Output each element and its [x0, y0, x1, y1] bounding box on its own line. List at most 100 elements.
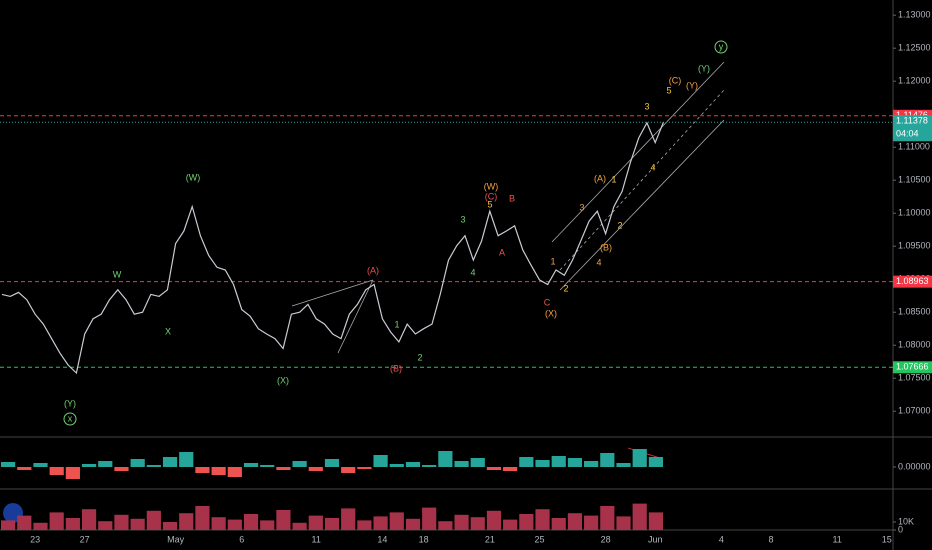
- trend-line: [337, 279, 374, 354]
- trend-line: [291, 279, 374, 307]
- y-tick-label: 1.08000: [898, 340, 931, 350]
- x-tick-label: 27: [80, 534, 90, 544]
- x-tick-label: 18: [419, 534, 429, 544]
- wave-label: 4: [596, 257, 601, 267]
- wave-label: 1: [611, 174, 616, 184]
- bar: [616, 463, 631, 467]
- y-tick-label: 1.11000: [898, 142, 930, 152]
- bar: [389, 464, 404, 467]
- bar: [114, 467, 129, 471]
- x-tick-label: 15: [882, 534, 892, 544]
- bar: [243, 514, 259, 530]
- wave-label: (B): [600, 242, 612, 252]
- wave-label: W: [113, 269, 122, 279]
- bar: [422, 507, 437, 530]
- bar: [211, 517, 226, 530]
- bar: [632, 449, 647, 467]
- bar: [470, 458, 485, 467]
- wave-label: (C): [669, 75, 682, 85]
- bar: [648, 512, 663, 530]
- bar: [308, 515, 323, 530]
- bar: [98, 521, 113, 530]
- wave-label: (X): [545, 308, 557, 318]
- wave-label: 2: [563, 283, 568, 293]
- y-tick-label: 1.07500: [898, 373, 931, 383]
- bar: [373, 455, 388, 467]
- wave-label: 5: [487, 199, 492, 209]
- x-tick-label: 21: [485, 534, 495, 544]
- bar: [65, 467, 80, 479]
- bar: [438, 521, 453, 530]
- bar: [49, 467, 64, 475]
- x-tick-label: 25: [534, 534, 544, 544]
- x-tick-label: 11: [312, 534, 321, 544]
- wave-label: A: [499, 247, 505, 257]
- bar: [260, 520, 275, 530]
- x-tick-label: 23: [30, 534, 40, 544]
- wave-label: y: [719, 41, 724, 51]
- wave-label: (B): [390, 363, 402, 373]
- wave-label: X: [165, 326, 171, 336]
- y-tick-label: 1.13000: [898, 10, 931, 20]
- x-tick-label: Jun: [648, 534, 663, 544]
- wave-label: (Y): [686, 80, 698, 90]
- wave-circle: [714, 40, 728, 54]
- bar: [81, 509, 97, 530]
- y-tick-label: 1.07000: [898, 406, 931, 416]
- x-tick-label: 6: [239, 534, 244, 544]
- wave-label: (A): [367, 265, 379, 275]
- bar: [535, 460, 550, 467]
- y-tick-label: 1.12500: [898, 43, 931, 53]
- wave-label: (A): [594, 173, 606, 183]
- bar: [454, 514, 469, 530]
- bar: [260, 465, 275, 467]
- last-price-tag: [893, 115, 932, 142]
- price-tag-label: 1.07666: [896, 362, 929, 372]
- bar: [632, 503, 647, 530]
- bar: [292, 461, 307, 467]
- bar: [373, 516, 388, 530]
- wave-label: (W): [186, 172, 201, 182]
- bar: [276, 467, 291, 470]
- bar: [389, 512, 404, 530]
- bar: [98, 461, 113, 467]
- bar: [341, 508, 356, 530]
- price-tag-label: 1.08963: [896, 276, 929, 286]
- bar: [195, 506, 210, 530]
- wave-label: 2: [617, 220, 622, 230]
- wave-label: (C): [485, 191, 498, 201]
- bar: [470, 517, 485, 530]
- bar: [567, 458, 583, 467]
- channel-line: [551, 61, 725, 243]
- price-line: [1, 121, 665, 375]
- bar: [438, 451, 453, 467]
- bar: [195, 467, 210, 473]
- bar: [49, 512, 64, 530]
- x-tick-label: 14: [377, 534, 387, 544]
- bar: [17, 467, 32, 470]
- bar: [324, 459, 340, 467]
- bar: [114, 514, 129, 530]
- wave-label: 1: [550, 256, 555, 266]
- wave-label: 3: [460, 214, 465, 224]
- bar: [1, 520, 16, 530]
- bar: [405, 462, 421, 467]
- wave-label: 5: [666, 85, 671, 95]
- bar: [211, 467, 226, 475]
- bar: [486, 467, 502, 470]
- y-tick-label: 10K: [898, 516, 914, 526]
- countdown-label: 04:04: [896, 129, 919, 139]
- bar: [243, 463, 259, 467]
- bar: [341, 467, 356, 473]
- bar: [616, 516, 631, 530]
- bar: [357, 467, 372, 469]
- bar: [584, 515, 599, 530]
- bar: [357, 520, 372, 530]
- bar: [17, 515, 32, 530]
- bar: [600, 453, 615, 467]
- wave-circle: [63, 412, 77, 426]
- bar: [146, 510, 161, 530]
- wave-label: 1: [394, 319, 399, 329]
- y-tick-label: 1.10500: [898, 175, 931, 185]
